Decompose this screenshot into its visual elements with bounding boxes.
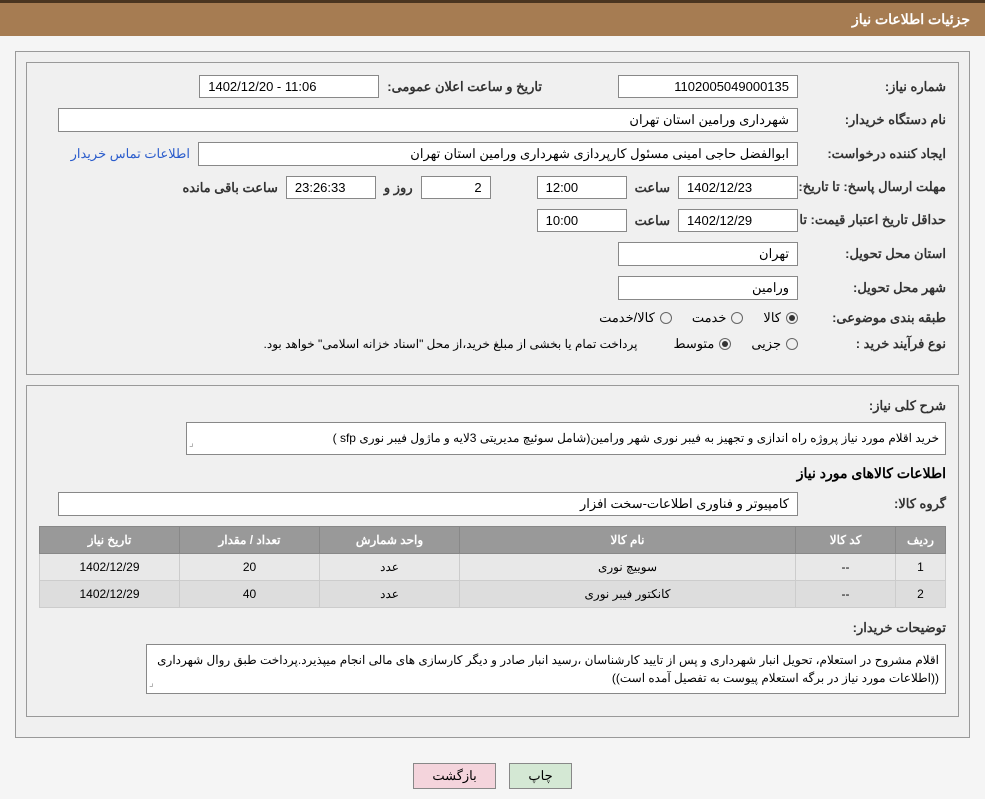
purchase-type-radio-group: جزیی متوسط [673,336,798,352]
table-row: 1 -- سوییچ نوری عدد 20 1402/12/29 [40,554,946,581]
th-date: تاریخ نیاز [40,527,180,554]
main-container: AriaTender.net شماره نیاز: 1102005049000… [15,51,970,738]
th-code: کد کالا [796,527,896,554]
deadline-countdown: 23:26:33 [286,176,376,199]
validity-date: 1402/12/29 [678,209,798,232]
announce-label: تاریخ و ساعت اعلان عمومی: [387,79,542,95]
row-buyer-notes: توضیحات خریدار: اقلام مشروح در استعلام، … [39,620,946,694]
th-qty: تعداد / مقدار [180,527,320,554]
category-option-both[interactable]: کالا/خدمت [599,310,672,326]
cell-unit: عدد [320,581,460,608]
th-unit: واحد شمارش [320,527,460,554]
th-row: ردیف [896,527,946,554]
row-need-number: شماره نیاز: 1102005049000135 تاریخ و ساع… [39,75,946,98]
back-button[interactable]: بازگشت [413,763,495,789]
need-number-label: شماره نیاز: [806,79,946,95]
need-number-field: 1102005049000135 [618,75,798,98]
purchase-option-medium[interactable]: متوسط [673,336,731,352]
buyer-org-label: نام دستگاه خریدار: [806,112,946,128]
items-table: ردیف کد کالا نام کالا واحد شمارش تعداد /… [39,526,946,608]
button-row: چاپ بازگشت [0,753,985,799]
radio-label: کالا/خدمت [599,310,655,326]
deadline-days: 2 [421,176,491,199]
th-name: نام کالا [460,527,796,554]
deadline-date: 1402/12/23 [678,176,798,199]
details-section: شرح کلی نیاز: خرید اقلام مورد نیاز پروژه… [26,385,959,717]
announce-field: 1402/12/20 - 11:06 [199,75,379,98]
deadline-time: 12:00 [537,176,627,199]
resize-handle-icon[interactable]: ⌟ [149,676,154,691]
category-option-service[interactable]: خدمت [692,310,744,326]
cell-unit: عدد [320,554,460,581]
deadline-days-label: روز و [384,180,413,196]
cell-name: سوییچ نوری [460,554,796,581]
category-option-goods[interactable]: کالا [763,310,798,326]
radio-icon [660,312,672,324]
general-desc-field: خرید اقلام مورد نیاز پروژه راه اندازی و … [186,422,946,455]
cell-qty: 40 [180,581,320,608]
page-title: جزئیات اطلاعات نیاز [852,11,970,27]
cell-date: 1402/12/29 [40,554,180,581]
radio-icon [786,338,798,350]
goods-group-label: گروه کالا: [806,496,946,512]
validity-time-label: ساعت [635,213,670,229]
row-purchase-type: نوع فرآیند خرید : جزیی متوسط پرداخت تمام… [39,336,946,352]
cell-name: کانکتور فیبر نوری [460,581,796,608]
cell-date: 1402/12/29 [40,581,180,608]
requester-label: ایجاد کننده درخواست: [806,146,946,162]
deadline-label: مهلت ارسال پاسخ: تا تاریخ: [806,179,946,196]
page-header: جزئیات اطلاعات نیاز [0,0,985,36]
province-label: استان محل تحویل: [806,246,946,262]
buyer-notes-field: اقلام مشروح در استعلام، تحویل انبار شهرد… [146,644,946,694]
row-price-validity: حداقل تاریخ اعتبار قیمت: تا تاریخ: 1402/… [39,209,946,232]
cell-code: -- [796,554,896,581]
cell-qty: 20 [180,554,320,581]
row-buyer-org: نام دستگاه خریدار: شهرداری ورامین استان … [39,108,946,132]
row-goods-group: گروه کالا: کامپیوتر و فناوری اطلاعات-سخت… [39,492,946,516]
row-city: شهر محل تحویل: ورامین [39,276,946,300]
radio-icon [786,312,798,324]
cell-row: 1 [896,554,946,581]
resize-handle-icon[interactable]: ⌟ [189,436,194,452]
items-title: اطلاعات کالاهای مورد نیاز [39,465,946,482]
deadline-remaining-label: ساعت باقی مانده [182,180,277,196]
city-field: ورامین [618,276,798,300]
buyer-org-field: شهرداری ورامین استان تهران [58,108,798,132]
category-label: طبقه بندی موضوعی: [806,310,946,326]
category-radio-group: کالا خدمت کالا/خدمت [599,310,798,326]
radio-label: جزیی [751,336,781,352]
radio-icon [731,312,743,324]
purchase-note: پرداخت تمام یا بخشی از مبلغ خرید،از محل … [264,337,638,351]
row-deadline: مهلت ارسال پاسخ: تا تاریخ: 1402/12/23 سا… [39,176,946,199]
row-province: استان محل تحویل: تهران [39,242,946,266]
radio-icon [719,338,731,350]
general-desc-label: شرح کلی نیاز: [806,398,946,414]
cell-code: -- [796,581,896,608]
radio-label: خدمت [692,310,727,326]
table-row: 2 -- کانکتور فیبر نوری عدد 40 1402/12/29 [40,581,946,608]
province-field: تهران [618,242,798,266]
radio-label: متوسط [673,336,714,352]
buyer-notes-label: توضیحات خریدار: [806,620,946,636]
validity-time: 10:00 [537,209,627,232]
radio-label: کالا [763,310,781,326]
table-header-row: ردیف کد کالا نام کالا واحد شمارش تعداد /… [40,527,946,554]
buyer-notes-text: اقلام مشروح در استعلام، تحویل انبار شهرد… [157,653,939,685]
purchase-option-minor[interactable]: جزیی [751,336,798,352]
goods-group-field: کامپیوتر و فناوری اطلاعات-سخت افزار [58,492,798,516]
row-category: طبقه بندی موضوعی: کالا خدمت کالا/خدمت [39,310,946,326]
row-requester: ایجاد کننده درخواست: ابوالفضل حاجی امینی… [39,142,946,166]
info-section: شماره نیاز: 1102005049000135 تاریخ و ساع… [26,62,959,375]
print-button[interactable]: چاپ [509,763,571,789]
requester-field: ابوالفضل حاجی امینی مسئول کارپردازی شهرد… [198,142,798,166]
deadline-time-label: ساعت [635,180,670,196]
purchase-type-label: نوع فرآیند خرید : [806,336,946,352]
cell-row: 2 [896,581,946,608]
city-label: شهر محل تحویل: [806,280,946,296]
row-general-desc: شرح کلی نیاز: خرید اقلام مورد نیاز پروژه… [39,398,946,455]
contact-link[interactable]: اطلاعات تماس خریدار [71,146,190,162]
general-desc-text: خرید اقلام مورد نیاز پروژه راه اندازی و … [333,431,939,445]
